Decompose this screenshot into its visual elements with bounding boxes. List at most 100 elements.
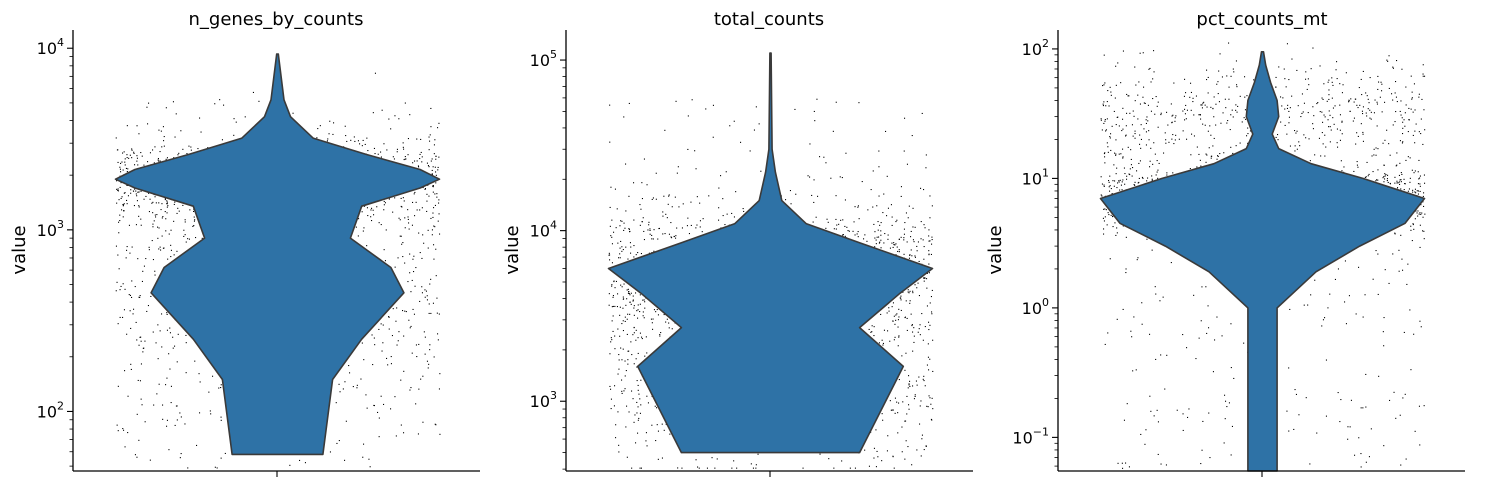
data-point bbox=[629, 313, 631, 315]
data-point bbox=[842, 219, 844, 221]
data-point bbox=[116, 188, 118, 190]
data-point bbox=[1253, 79, 1255, 81]
data-point bbox=[176, 250, 178, 252]
data-point bbox=[912, 350, 914, 352]
data-point bbox=[1141, 302, 1143, 304]
data-point bbox=[166, 312, 168, 314]
data-point bbox=[1328, 89, 1330, 91]
data-point bbox=[1329, 114, 1331, 116]
data-point bbox=[1388, 282, 1390, 284]
data-point bbox=[854, 206, 856, 208]
data-point bbox=[1294, 145, 1296, 147]
data-point bbox=[166, 200, 168, 202]
data-point bbox=[633, 245, 635, 247]
data-point bbox=[609, 206, 611, 208]
data-point bbox=[167, 205, 169, 207]
data-point bbox=[179, 457, 181, 459]
data-point bbox=[117, 188, 119, 190]
data-point bbox=[407, 218, 409, 220]
data-point bbox=[1365, 373, 1367, 375]
data-point bbox=[630, 252, 632, 254]
data-point bbox=[1105, 209, 1107, 211]
data-point bbox=[898, 335, 900, 337]
data-point bbox=[1236, 86, 1238, 88]
data-point bbox=[1124, 173, 1126, 175]
data-point bbox=[904, 458, 906, 460]
data-point bbox=[430, 217, 432, 219]
data-point bbox=[126, 184, 128, 186]
data-point bbox=[126, 203, 128, 205]
data-point bbox=[636, 310, 638, 312]
data-point bbox=[151, 240, 153, 242]
data-point bbox=[903, 239, 905, 241]
data-point bbox=[1314, 279, 1316, 281]
data-point bbox=[1403, 331, 1405, 333]
data-point bbox=[190, 146, 192, 148]
data-point bbox=[647, 229, 649, 231]
data-point bbox=[210, 413, 212, 415]
data-point bbox=[172, 101, 174, 103]
data-point bbox=[121, 161, 123, 163]
data-point bbox=[412, 201, 414, 203]
data-point bbox=[1117, 182, 1119, 184]
data-point bbox=[656, 407, 658, 409]
data-point bbox=[643, 230, 645, 232]
data-point bbox=[382, 342, 384, 344]
data-point bbox=[639, 294, 641, 296]
data-point bbox=[145, 258, 147, 260]
data-point bbox=[638, 417, 640, 419]
data-point bbox=[174, 136, 176, 138]
data-point bbox=[893, 244, 895, 246]
data-point bbox=[124, 370, 126, 372]
data-point bbox=[1184, 78, 1186, 80]
data-point bbox=[172, 347, 174, 349]
data-point bbox=[1137, 118, 1139, 120]
data-point bbox=[857, 206, 859, 208]
data-point bbox=[348, 365, 350, 367]
data-point bbox=[1216, 316, 1218, 318]
data-point bbox=[641, 336, 643, 338]
data-point bbox=[220, 387, 222, 389]
data-point bbox=[144, 340, 146, 342]
data-point bbox=[136, 456, 138, 458]
data-point bbox=[881, 339, 883, 341]
data-point bbox=[758, 123, 760, 125]
data-point bbox=[408, 228, 410, 230]
data-point bbox=[1103, 84, 1105, 86]
data-point bbox=[914, 226, 916, 228]
data-point bbox=[886, 450, 888, 452]
data-point bbox=[158, 129, 160, 131]
data-point bbox=[637, 317, 639, 319]
data-point bbox=[135, 190, 137, 192]
data-point bbox=[644, 301, 646, 303]
data-point bbox=[926, 405, 928, 407]
data-point bbox=[220, 419, 222, 421]
data-point bbox=[183, 235, 185, 237]
data-point bbox=[170, 385, 172, 387]
data-point bbox=[830, 177, 832, 179]
data-point bbox=[160, 209, 162, 211]
data-point bbox=[613, 281, 615, 283]
data-point bbox=[641, 198, 643, 200]
data-point bbox=[1336, 142, 1338, 144]
data-point bbox=[1412, 189, 1414, 191]
data-point bbox=[724, 224, 726, 226]
data-point bbox=[352, 386, 354, 388]
data-point bbox=[924, 227, 926, 229]
data-point bbox=[1200, 463, 1202, 465]
data-point bbox=[1400, 114, 1402, 116]
data-point bbox=[932, 370, 934, 372]
data-point bbox=[871, 331, 873, 333]
data-point bbox=[1139, 134, 1141, 136]
data-point bbox=[399, 235, 401, 237]
data-point bbox=[667, 203, 669, 205]
data-point bbox=[1168, 141, 1170, 143]
data-point bbox=[697, 466, 699, 468]
data-point bbox=[1123, 167, 1125, 169]
data-point bbox=[1389, 399, 1391, 401]
data-point bbox=[1414, 130, 1416, 132]
data-point bbox=[1288, 430, 1290, 432]
data-point bbox=[815, 216, 817, 218]
